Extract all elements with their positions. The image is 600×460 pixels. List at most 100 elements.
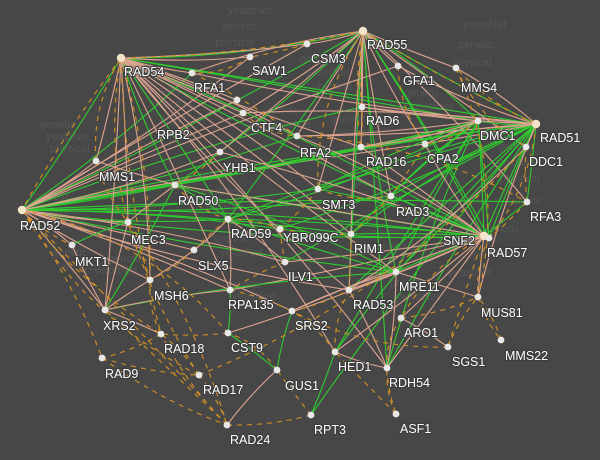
node-rad59[interactable]: [224, 215, 232, 223]
node-rad54[interactable]: [116, 53, 126, 63]
edge-orange: [149, 279, 162, 335]
node-rad52[interactable]: [17, 205, 27, 215]
edge-orange: [160, 332, 229, 336]
node-mec3[interactable]: [124, 218, 132, 226]
edge-orange: [356, 30, 364, 148]
edge-orange: [174, 151, 221, 186]
edge-pink: [120, 57, 129, 223]
node-gfa1[interactable]: [394, 62, 402, 70]
node-mus81[interactable]: [474, 293, 482, 301]
node-cst9[interactable]: [224, 329, 232, 337]
node-ybr099c[interactable]: [276, 225, 284, 233]
node-rpa135[interactable]: [226, 286, 234, 294]
node-ctf4[interactable]: [239, 109, 247, 117]
node-yhb1[interactable]: [216, 148, 224, 156]
node-label-yhb1: YHB1: [223, 161, 256, 175]
edge-pink: [104, 221, 129, 311]
node-label-gfa1: GFA1: [403, 74, 435, 88]
watermark-text: genetic: [330, 113, 366, 125]
edge-pink: [296, 123, 537, 137]
node-rad6[interactable]: [358, 103, 366, 111]
watermark-text: yeastNet: [463, 19, 506, 31]
node-rdh54[interactable]: [383, 364, 391, 372]
node-rpt3[interactable]: [307, 411, 315, 419]
node-rad9[interactable]: [98, 354, 106, 362]
node-label-rad18: RAD18: [164, 342, 204, 356]
node-mre11[interactable]: [392, 268, 400, 276]
node-rim1[interactable]: [347, 230, 355, 238]
edge-pink: [120, 57, 151, 281]
node-rad18[interactable]: [157, 330, 165, 338]
edge-orange: [127, 221, 200, 376]
edge-pink: [334, 351, 388, 369]
node-label-srs2: SRS2: [295, 319, 328, 333]
node-ddc1[interactable]: [522, 143, 530, 151]
edge-pink: [104, 309, 162, 335]
edge-green: [21, 188, 319, 211]
edge-green: [310, 351, 336, 416]
node-aro1[interactable]: [397, 314, 405, 322]
edge-green: [21, 106, 363, 211]
node-hed1[interactable]: [331, 348, 339, 356]
edge-orange: [21, 209, 162, 335]
node-rpb2[interactable]: [233, 96, 241, 104]
node-smt3[interactable]: [314, 185, 322, 193]
edge-pink: [386, 271, 397, 369]
node-csm3[interactable]: [303, 40, 311, 48]
node-rad57[interactable]: [485, 234, 493, 242]
node-label-slx5: SLX5: [198, 259, 229, 273]
node-rfa3[interactable]: [523, 198, 531, 206]
node-label-ilv1: ILV1: [288, 270, 313, 284]
node-rad53[interactable]: [345, 286, 353, 294]
node-layer[interactable]: [17, 26, 541, 429]
node-rad16[interactable]: [357, 143, 365, 151]
node-srs2[interactable]: [288, 307, 296, 315]
edge-pink: [120, 57, 388, 369]
watermark-text: genetic: [404, 87, 440, 99]
edge-pink: [386, 235, 485, 369]
edge-pink: [227, 235, 485, 334]
node-label-gus1: GUS1: [285, 379, 319, 393]
node-msh6[interactable]: [146, 276, 154, 284]
edge-pink: [395, 271, 479, 298]
node-gus1[interactable]: [273, 366, 281, 374]
node-mms1[interactable]: [92, 157, 100, 165]
node-rfa1[interactable]: [188, 69, 196, 77]
node-rad51[interactable]: [531, 119, 541, 129]
node-mms4[interactable]: [452, 64, 460, 72]
node-asf1[interactable]: [392, 410, 400, 418]
edge-orange: [291, 310, 449, 348]
node-slx5[interactable]: [190, 246, 198, 254]
node-rad50[interactable]: [171, 181, 179, 189]
watermark-text: genetic: [222, 21, 258, 33]
node-rad3[interactable]: [387, 192, 395, 200]
node-rad55[interactable]: [358, 26, 368, 36]
edge-orange: [227, 218, 281, 230]
edge-green: [350, 120, 479, 235]
edge-pink: [21, 209, 293, 312]
node-rad17[interactable]: [195, 371, 203, 379]
edge-green: [362, 30, 479, 122]
watermark-text: physical: [215, 37, 255, 49]
edge-pink: [362, 30, 426, 145]
node-cpa2[interactable]: [421, 140, 429, 148]
node-mkt1[interactable]: [68, 241, 76, 249]
node-xrs2[interactable]: [101, 306, 109, 314]
node-mms22[interactable]: [497, 336, 505, 344]
watermark-text: yeastNet: [448, 267, 491, 279]
node-rad24[interactable]: [223, 421, 231, 429]
node-saw1[interactable]: [246, 53, 254, 61]
node-dmc1[interactable]: [474, 117, 482, 125]
node-sgs1[interactable]: [444, 343, 452, 351]
edge-orange: [477, 237, 490, 298]
edge-pink: [362, 30, 457, 69]
node-rfa2[interactable]: [293, 132, 301, 140]
node-ilv1[interactable]: [281, 258, 289, 266]
edge-green: [227, 332, 278, 371]
edge-orange: [227, 332, 278, 371]
edge-green: [310, 123, 537, 416]
node-label-cst9: CST9: [231, 341, 263, 355]
edge-orange: [21, 209, 200, 376]
